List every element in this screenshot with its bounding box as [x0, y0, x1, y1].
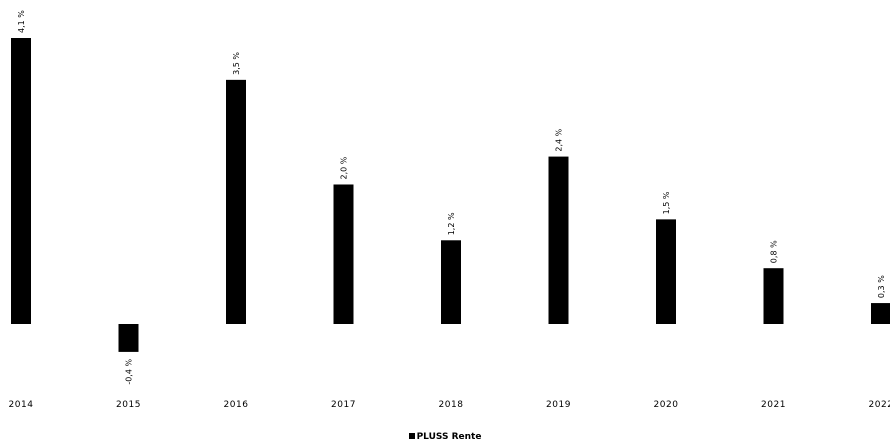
x-tick-label-2016: 2016	[224, 400, 249, 410]
bar-2018	[441, 240, 461, 324]
legend: PLUSS Rente	[0, 432, 890, 442]
bar-2017	[333, 184, 354, 324]
bar-2022	[871, 303, 890, 324]
bar-2020	[656, 219, 676, 324]
bar-2019	[548, 156, 569, 324]
data-label-2022: 0,3 %	[877, 275, 886, 298]
data-label-2015: -0,4 %	[125, 359, 134, 385]
data-label-2017: 2,0 %	[340, 156, 349, 179]
bar-2016	[226, 79, 246, 324]
x-tick-label-2014: 2014	[9, 400, 34, 410]
x-tick-label-2017: 2017	[331, 400, 356, 410]
data-label-2016: 3,5 %	[232, 52, 241, 75]
x-tick-label-2019: 2019	[546, 400, 571, 410]
x-tick-label-2018: 2018	[439, 400, 464, 410]
bar-2014	[11, 38, 31, 324]
x-tick-label-2021: 2021	[761, 400, 786, 410]
data-label-2018: 1,2 %	[447, 212, 456, 235]
legend-swatch-icon	[408, 433, 415, 439]
legend-label: PLUSS Rente	[416, 432, 482, 442]
bar-2021	[763, 268, 784, 324]
x-tick-label-2015: 2015	[116, 400, 141, 410]
x-tick-label-2020: 2020	[654, 400, 679, 410]
data-label-2020: 1,5 %	[662, 191, 671, 214]
data-label-2014: 4,1 %	[17, 10, 26, 33]
x-tick-label-2022: 2022	[869, 400, 890, 410]
bar-2015	[118, 324, 139, 352]
data-label-2021: 0,8 %	[770, 240, 779, 263]
data-label-2019: 2,4 %	[555, 128, 564, 151]
